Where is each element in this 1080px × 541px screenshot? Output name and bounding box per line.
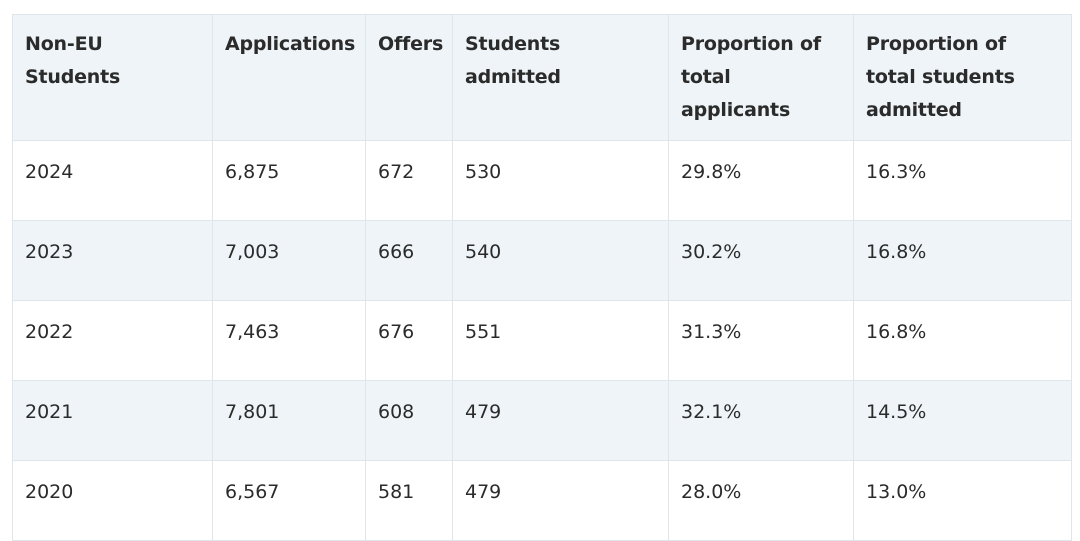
cell-students-admitted: 479	[452, 380, 669, 461]
cell-proportion-admitted: 16.8%	[853, 300, 1072, 381]
cell-year: 2022	[12, 300, 213, 381]
table-row: 2023 7,003 666 540 30.2% 16.8%	[12, 220, 1072, 301]
cell-offers: 581	[365, 460, 453, 541]
table-row: 2021 7,801 608 479 32.1% 14.5%	[12, 380, 1072, 461]
cell-proportion-admitted: 16.3%	[853, 140, 1072, 221]
header-offers: Offers	[365, 14, 453, 141]
cell-offers: 676	[365, 300, 453, 381]
non-eu-admissions-table: Non-EU Students Applications Offers Stud…	[12, 14, 1072, 541]
cell-proportion-applicants: 28.0%	[668, 460, 854, 541]
admissions-table-container: Non-EU Students Applications Offers Stud…	[12, 14, 1072, 541]
cell-offers: 608	[365, 380, 453, 461]
cell-proportion-admitted: 16.8%	[853, 220, 1072, 301]
cell-proportion-admitted: 13.0%	[853, 460, 1072, 541]
cell-proportion-applicants: 32.1%	[668, 380, 854, 461]
cell-proportion-applicants: 31.3%	[668, 300, 854, 381]
table-row: 2024 6,875 672 530 29.8% 16.3%	[12, 140, 1072, 221]
header-proportion-total-applicants: Proportion of total applicants	[668, 14, 854, 141]
header-row: Non-EU Students Applications Offers Stud…	[12, 14, 1072, 141]
cell-applications: 6,875	[212, 140, 366, 221]
header-proportion-total-students-admitted: Proportion of total students admitted	[853, 14, 1072, 141]
cell-students-admitted: 479	[452, 460, 669, 541]
cell-applications: 7,801	[212, 380, 366, 461]
cell-year: 2021	[12, 380, 213, 461]
table-body: 2024 6,875 672 530 29.8% 16.3% 2023 7,00…	[12, 140, 1072, 541]
cell-proportion-applicants: 30.2%	[668, 220, 854, 301]
cell-offers: 672	[365, 140, 453, 221]
cell-students-admitted: 540	[452, 220, 669, 301]
header-non-eu-students: Non-EU Students	[12, 14, 213, 141]
cell-students-admitted: 530	[452, 140, 669, 221]
cell-year: 2024	[12, 140, 213, 221]
table-row: 2022 7,463 676 551 31.3% 16.8%	[12, 300, 1072, 381]
cell-students-admitted: 551	[452, 300, 669, 381]
header-students-admitted: Students admitted	[452, 14, 669, 141]
cell-applications: 7,463	[212, 300, 366, 381]
cell-offers: 666	[365, 220, 453, 301]
cell-year: 2023	[12, 220, 213, 301]
table-header: Non-EU Students Applications Offers Stud…	[12, 14, 1072, 141]
header-applications: Applications	[212, 14, 366, 141]
table-row: 2020 6,567 581 479 28.0% 13.0%	[12, 460, 1072, 541]
cell-proportion-applicants: 29.8%	[668, 140, 854, 221]
cell-applications: 7,003	[212, 220, 366, 301]
cell-applications: 6,567	[212, 460, 366, 541]
cell-proportion-admitted: 14.5%	[853, 380, 1072, 461]
cell-year: 2020	[12, 460, 213, 541]
